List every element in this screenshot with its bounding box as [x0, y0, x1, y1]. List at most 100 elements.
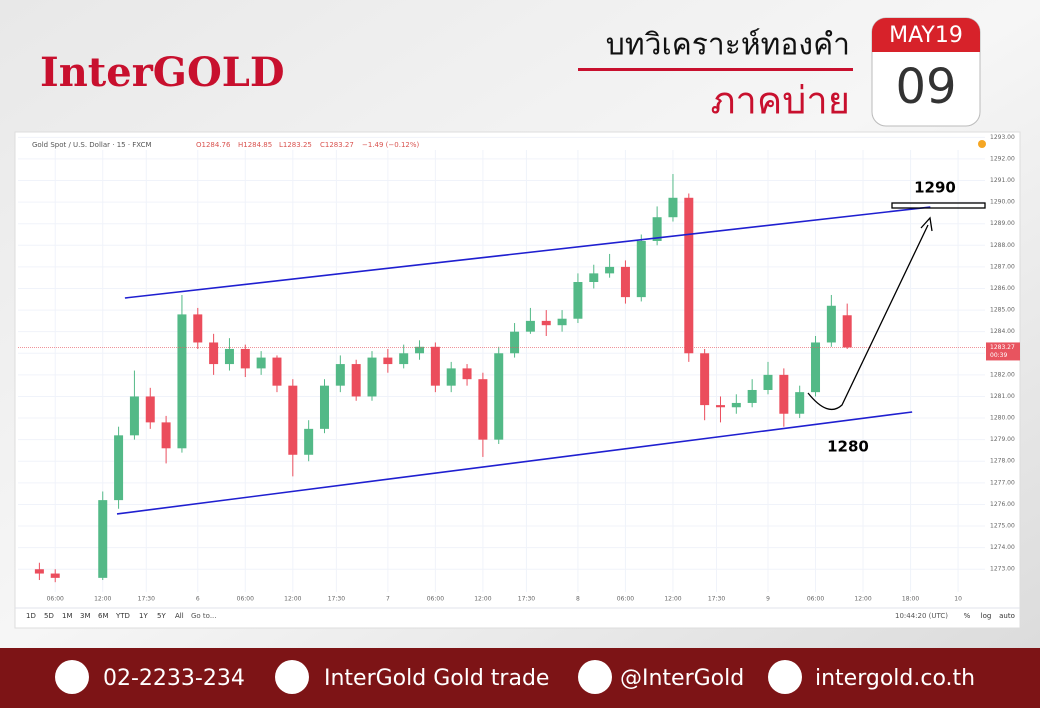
- clock: 10:44:20 (UTC): [895, 612, 948, 620]
- candle-body: [224, 348, 234, 365]
- y-tick-label: 1274.00: [990, 544, 1015, 551]
- x-tick-label: 12:00: [854, 596, 871, 603]
- range-button[interactable]: 1Y: [139, 612, 148, 620]
- candle-body: [652, 217, 662, 241]
- candle-body: [811, 342, 821, 393]
- candle-body: [145, 396, 155, 423]
- calendar: MAY19 09: [871, 17, 981, 127]
- candle-body: [494, 353, 504, 440]
- y-tick-label: 1279.00: [990, 436, 1015, 443]
- y-tick-label: 1280.00: [990, 415, 1015, 422]
- chart-panel: [14, 131, 1021, 629]
- candle-body: [589, 273, 599, 283]
- candle-body: [668, 197, 678, 218]
- last-price-label: 1283.27: [990, 344, 1015, 351]
- candle-body: [605, 266, 615, 274]
- contact: InterGold Gold trade: [324, 666, 549, 691]
- ohlc-close: C1283.27: [320, 141, 354, 149]
- x-tick-label: 17:30: [138, 596, 155, 603]
- y-tick-label: 1278.00: [990, 458, 1015, 465]
- scale-option[interactable]: %: [964, 612, 971, 620]
- candle-body: [573, 282, 583, 319]
- candle-body: [763, 374, 773, 390]
- range-button[interactable]: All: [175, 612, 184, 620]
- logo: InterGOLD: [40, 49, 285, 96]
- y-tick-label: 1281.00: [990, 393, 1015, 400]
- y-tick-label: 1290.00: [990, 199, 1015, 206]
- calendar-month: MAY19: [889, 23, 963, 48]
- range-button[interactable]: 1M: [62, 612, 73, 620]
- candle-body: [620, 266, 630, 298]
- candle-body: [557, 318, 567, 326]
- candle-body: [525, 320, 535, 332]
- candle-body: [462, 368, 472, 380]
- candle-body: [50, 573, 60, 578]
- candle-body: [399, 353, 409, 365]
- annotation: 1290: [914, 179, 956, 197]
- scale-option[interactable]: log: [981, 612, 992, 620]
- x-tick-label: 17:30: [708, 596, 725, 603]
- candle-body: [34, 569, 44, 574]
- title-underline: [578, 68, 853, 71]
- candle-body: [684, 197, 694, 354]
- range-button[interactable]: YTD: [115, 612, 130, 620]
- candle-body: [367, 357, 377, 397]
- x-tick-label: 17:30: [328, 596, 345, 603]
- candle-body: [779, 374, 789, 414]
- x-tick-label: 06:00: [617, 596, 634, 603]
- range-button[interactable]: 1D: [26, 612, 36, 620]
- candle-body: [826, 305, 836, 343]
- y-tick-label: 1277.00: [990, 479, 1015, 486]
- candle-body: [161, 422, 171, 449]
- scale-option[interactable]: auto: [999, 612, 1015, 620]
- candle-body: [129, 396, 139, 436]
- contact: 02-2233-234: [103, 666, 245, 691]
- y-tick-label: 1292.00: [990, 155, 1015, 162]
- y-tick-label: 1289.00: [990, 220, 1015, 227]
- trendline: [116, 411, 913, 515]
- x-tick-label: 12:00: [474, 596, 491, 603]
- x-tick-label: 17:30: [518, 596, 535, 603]
- x-tick-label: 9: [766, 596, 770, 603]
- range-button[interactable]: 6M: [98, 612, 109, 620]
- x-tick-label: 06:00: [237, 596, 254, 603]
- y-tick-label: 1288.00: [990, 242, 1015, 249]
- calendar-day: 09: [895, 59, 956, 115]
- range-button[interactable]: 3M: [80, 612, 91, 620]
- candle-body: [304, 428, 314, 455]
- range-button[interactable]: 5Y: [157, 612, 166, 620]
- alert-icon[interactable]: [978, 140, 986, 148]
- candle-body: [795, 392, 805, 414]
- x-tick-label: 6: [196, 596, 200, 603]
- change: −1.49 (−0.12%): [362, 141, 420, 149]
- contact: intergold.co.th: [815, 666, 975, 691]
- candle-body: [335, 364, 345, 386]
- y-tick-label: 1284.00: [990, 328, 1015, 335]
- candle-body: [430, 346, 440, 386]
- x-tick-label: 12:00: [284, 596, 301, 603]
- candle-body: [636, 240, 646, 298]
- candle-body: [256, 357, 266, 369]
- countdown: 00:39: [990, 352, 1007, 359]
- y-tick-label: 1276.00: [990, 501, 1015, 508]
- candle-body: [240, 348, 250, 369]
- candle-body: [98, 500, 108, 578]
- candle-body: [747, 389, 757, 403]
- y-tick-label: 1282.00: [990, 371, 1015, 378]
- range-button[interactable]: 5D: [44, 612, 54, 620]
- candle-body: [700, 353, 710, 406]
- y-tick-label: 1286.00: [990, 285, 1015, 292]
- candle-body: [177, 314, 187, 449]
- candle-body: [478, 379, 488, 440]
- ohlc-open: O1284.76: [196, 141, 231, 149]
- goto[interactable]: Go to...: [191, 612, 217, 620]
- candle-body: [446, 368, 456, 386]
- candle-body: [842, 315, 852, 348]
- candle-body: [541, 320, 551, 326]
- footer-icons: [55, 660, 802, 694]
- candle-body: [319, 385, 329, 429]
- y-tick-label: 1273.00: [990, 566, 1015, 573]
- y-tick-label: 1291.00: [990, 177, 1015, 184]
